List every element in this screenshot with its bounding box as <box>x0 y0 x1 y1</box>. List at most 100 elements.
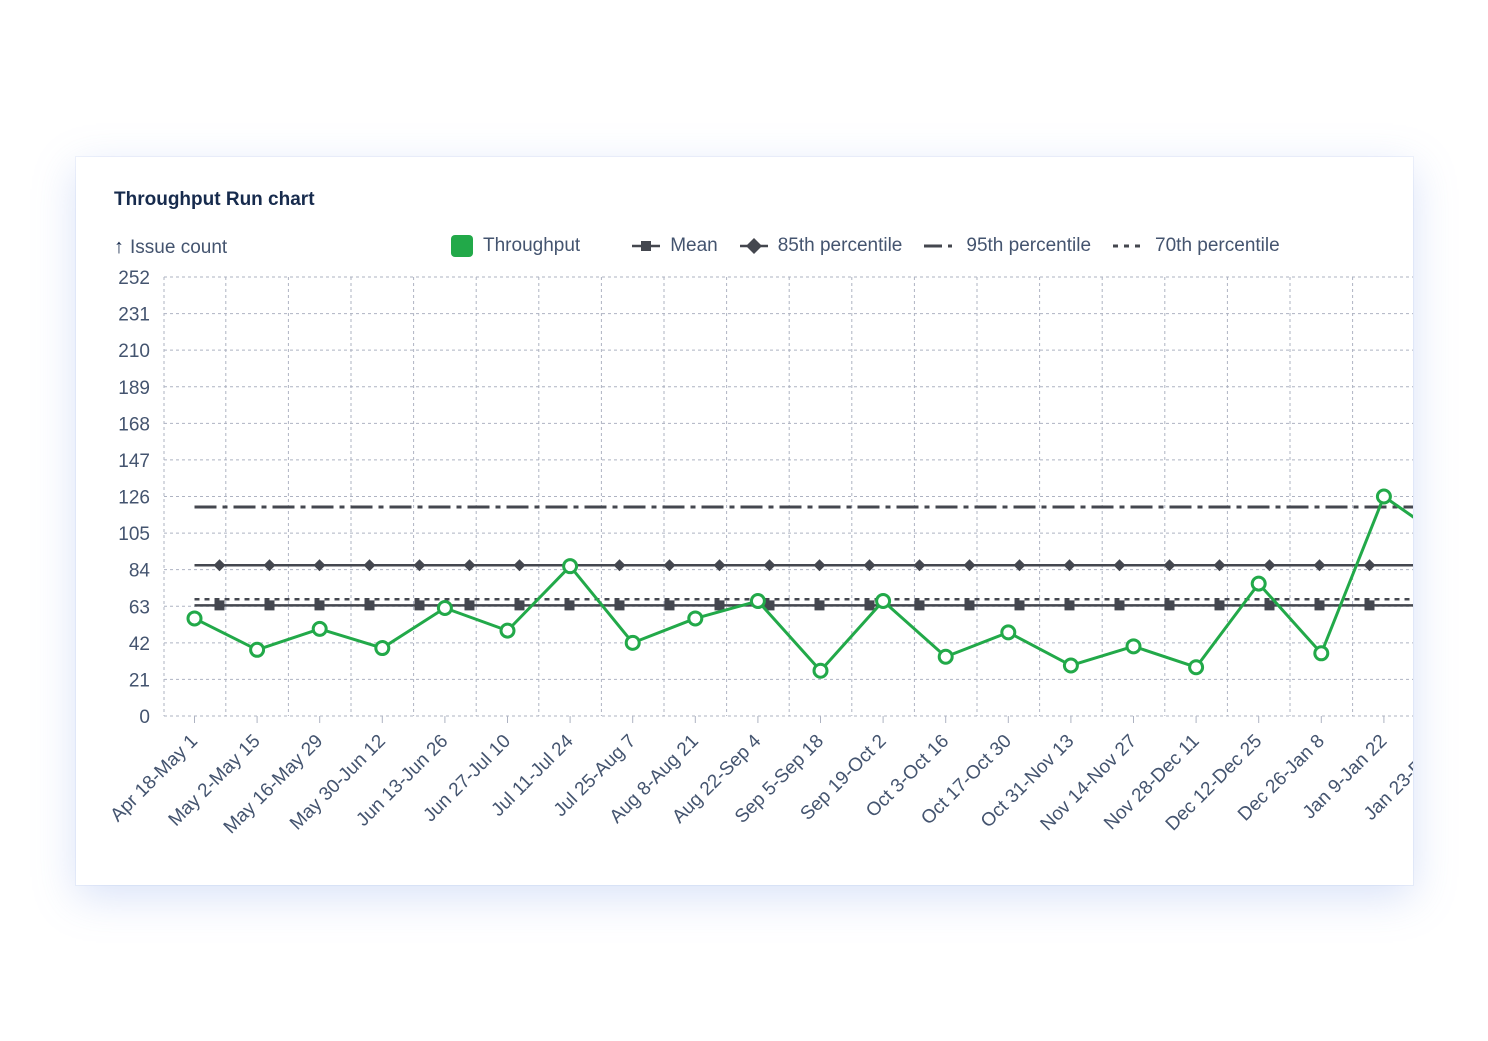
y-tick-label: 168 <box>118 414 150 435</box>
y-axis-label: ↑ Issue count <box>114 236 227 259</box>
p85-marker <box>763 559 776 572</box>
legend-item-mean[interactable]: Mean <box>632 235 718 257</box>
throughput-point <box>186 610 203 627</box>
mean-square-line-icon <box>632 241 661 251</box>
mean-marker <box>1264 600 1275 611</box>
p85-marker <box>913 559 926 572</box>
p85-marker <box>1113 559 1126 572</box>
throughput-point <box>1062 657 1079 674</box>
mean-marker <box>1014 600 1025 611</box>
throughput-point <box>436 599 453 616</box>
p85-marker <box>263 559 276 572</box>
y-tick-label: 105 <box>118 524 150 545</box>
throughput-point <box>1188 659 1205 676</box>
mean-marker <box>364 600 375 611</box>
mean-marker <box>214 600 225 611</box>
throughput-point <box>1313 645 1330 662</box>
grid-lines <box>163 276 1413 717</box>
throughput-point <box>749 593 766 610</box>
mean-marker <box>764 600 775 611</box>
y-tick-label: 231 <box>118 305 150 326</box>
legend-item-p85[interactable]: 85th percentile <box>739 235 903 257</box>
mean-marker <box>714 600 725 611</box>
mean-marker <box>564 600 575 611</box>
mean-marker <box>1164 600 1175 611</box>
y-tick-label: 21 <box>129 670 150 691</box>
throughput-point <box>687 610 704 627</box>
throughput-point <box>374 640 391 657</box>
arrow-up-icon: ↑ <box>114 236 124 258</box>
p85-marker <box>713 559 726 572</box>
y-tick-label: 0 <box>139 707 150 728</box>
y-tick-label: 42 <box>129 634 150 655</box>
mean-marker <box>614 600 625 611</box>
throughput-point <box>562 558 579 575</box>
legend-label: 95th percentile <box>966 235 1092 256</box>
legend-label: Throughput <box>483 235 581 256</box>
mean-marker <box>864 600 875 611</box>
p85-marker <box>213 559 226 572</box>
y-tick-label: 252 <box>118 268 150 289</box>
throughput-point <box>1125 638 1142 655</box>
mean-marker <box>1314 600 1325 611</box>
p85-marker <box>513 559 526 572</box>
mean-marker <box>264 600 275 611</box>
legend-item-throughput[interactable]: Throughput <box>451 235 580 257</box>
p85-marker <box>413 559 426 572</box>
p85-marker <box>1163 559 1176 572</box>
chart-legend: Throughput Mean 85th percentile 95th per… <box>451 235 1302 257</box>
throughput-point <box>812 662 829 679</box>
run-chart-plot: 0 21 42 63 84 105 126 147 168 189 210 231 252 Apr 18… <box>107 268 1413 838</box>
reference-lines <box>194 505 1413 611</box>
dash-dot-line-icon <box>924 244 953 248</box>
legend-item-p95[interactable]: 95th percentile <box>924 235 1091 257</box>
y-tick-label: 84 <box>129 561 151 582</box>
p85-marker <box>463 559 476 572</box>
throughput-point <box>1000 624 1017 641</box>
chart-card: Throughput Run chart ↑ Issue count Throu… <box>76 157 1413 885</box>
mean-marker <box>814 600 825 611</box>
throughput-swatch-icon <box>451 235 473 257</box>
legend-label: 70th percentile <box>1155 235 1280 256</box>
mean-marker <box>414 600 425 611</box>
mean-marker <box>1214 600 1225 611</box>
y-axis-label-text: Issue count <box>130 236 228 258</box>
mean-marker <box>1364 600 1375 611</box>
p85-marker <box>363 559 376 572</box>
y-tick-label: 126 <box>118 488 150 509</box>
p85-marker <box>1363 559 1376 572</box>
p85-marker <box>1063 559 1076 572</box>
throughput-point <box>937 648 954 665</box>
throughput-point <box>311 620 328 637</box>
throughput-point <box>1375 488 1392 505</box>
p85-marker <box>1213 559 1226 572</box>
throughput-point <box>875 593 892 610</box>
legend-label: 85th percentile <box>777 235 903 256</box>
p85-marker <box>813 559 826 572</box>
throughput-point <box>499 622 516 639</box>
legend-label: Mean <box>670 235 718 256</box>
p85-marker <box>313 559 326 572</box>
mean-marker <box>664 600 675 611</box>
mean-marker <box>1114 600 1125 611</box>
y-tick-label: 210 <box>118 341 150 362</box>
p85-marker <box>613 559 626 572</box>
throughput-series <box>186 488 1413 679</box>
p85-marker <box>663 559 676 572</box>
mean-marker <box>314 600 325 611</box>
diamond-line-icon <box>739 238 768 254</box>
throughput-point <box>1250 575 1267 592</box>
mean-marker <box>514 600 525 611</box>
mean-marker <box>964 600 975 611</box>
mean-marker <box>464 600 475 611</box>
legend-item-p70[interactable]: 70th percentile <box>1113 235 1280 257</box>
throughput-point <box>624 634 641 651</box>
y-tick-label: 63 <box>129 597 150 618</box>
chart-title: Throughput Run chart <box>114 189 315 210</box>
p85-marker <box>1263 559 1276 572</box>
mean-marker <box>914 600 925 611</box>
y-axis-ticks: 0 21 42 63 84 105 126 147 168 189 210 231 252 <box>118 268 150 728</box>
mean-marker <box>1064 600 1075 611</box>
p85-marker <box>963 559 976 572</box>
